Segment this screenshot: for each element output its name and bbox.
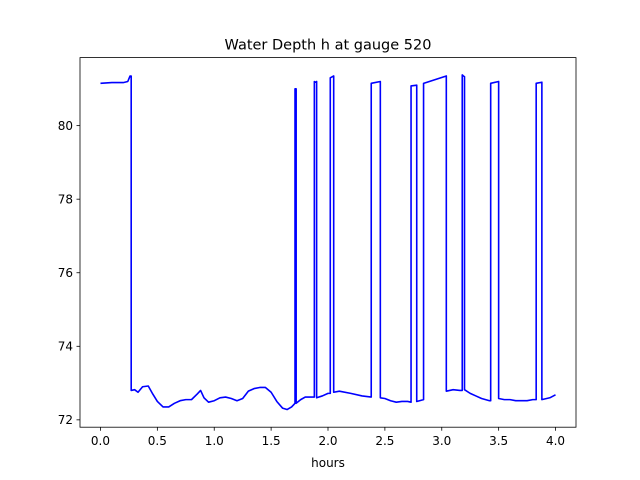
y-tick-label: 72 <box>58 413 73 427</box>
x-tick-label: 1.5 <box>262 434 281 448</box>
x-axis-label: hours <box>311 456 345 470</box>
x-tick-label: 0.0 <box>91 434 110 448</box>
x-tick-label: 3.5 <box>489 434 508 448</box>
x-tick-label: 2.0 <box>318 434 337 448</box>
y-tick-label: 76 <box>58 266 73 280</box>
chart-title: Water Depth h at gauge 520 <box>225 38 432 54</box>
y-axis: 72 74 76 78 80 <box>58 119 80 427</box>
x-tick-label: 0.5 <box>148 434 167 448</box>
x-tick-label: 4.0 <box>546 434 565 448</box>
series-line <box>100 74 556 411</box>
y-tick-label: 78 <box>58 192 73 206</box>
y-tick-label: 74 <box>58 340 73 354</box>
x-tick-label: 3.0 <box>432 434 451 448</box>
x-axis: 0.0 0.5 1.0 1.5 2.0 2.5 3.0 3.5 4.0 <box>91 427 565 448</box>
x-tick-label: 1.0 <box>205 434 224 448</box>
plot-area <box>100 74 556 411</box>
x-tick-label: 2.5 <box>375 434 394 448</box>
y-tick-label: 80 <box>58 119 73 133</box>
